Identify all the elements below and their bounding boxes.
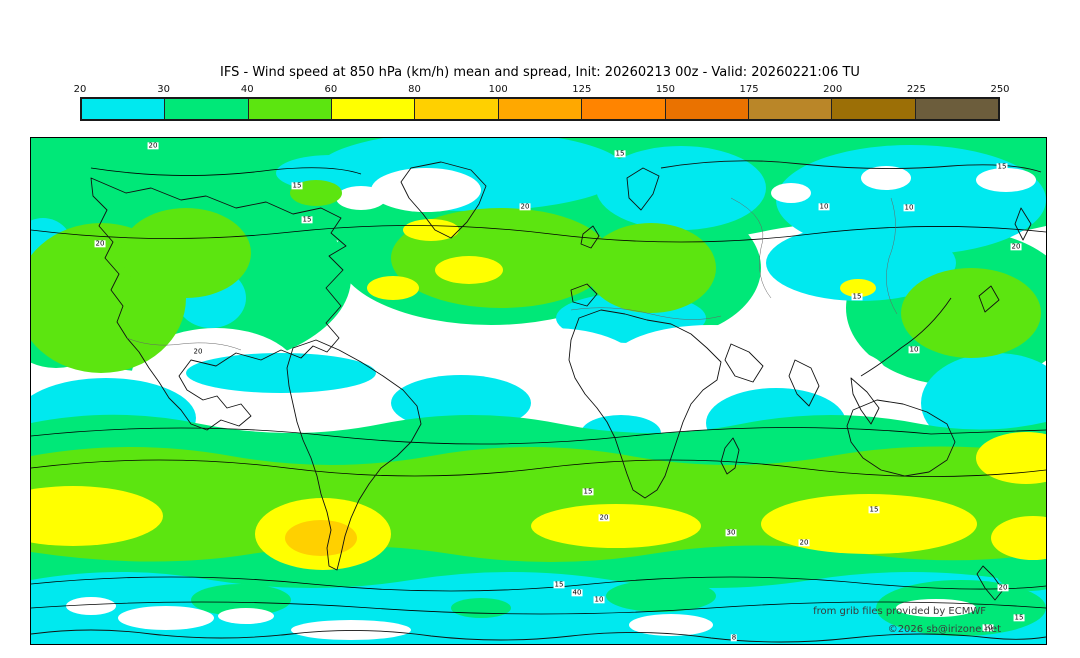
colorbar-tick: 40 bbox=[240, 84, 254, 95]
colorbar-segment bbox=[831, 99, 915, 119]
colorbar-segments bbox=[80, 97, 1000, 121]
colorbar-ticks: 20 30 40 60 80 100 125 150 175 200 225 250 bbox=[74, 84, 1010, 97]
contour-label: 20 bbox=[192, 347, 204, 356]
colorbar-tick: 20 bbox=[73, 84, 87, 95]
coastlines bbox=[31, 160, 1046, 643]
colorbar-tick: 125 bbox=[572, 84, 592, 95]
contour-label: 20 bbox=[519, 202, 531, 211]
colorbar-tick: 30 bbox=[157, 84, 170, 95]
contour-label: 20 bbox=[1010, 242, 1022, 251]
colorbar-segment bbox=[82, 99, 165, 119]
colorbar-tick: 100 bbox=[488, 84, 508, 95]
colorbar-segment bbox=[497, 99, 582, 119]
contour-label: 20 bbox=[997, 583, 1009, 592]
contour-label: 15 bbox=[996, 162, 1008, 171]
attribution-source: from grib files provided by ECMWF bbox=[813, 606, 986, 617]
colorbar-segment bbox=[664, 99, 748, 119]
colorbar-tick: 80 bbox=[408, 84, 421, 95]
contour-label: 15 bbox=[614, 149, 626, 158]
colorbar: 20 30 40 60 80 100 125 150 175 200 225 250 bbox=[74, 84, 1010, 126]
wind-field-map bbox=[31, 138, 1046, 644]
colorbar-tick: 60 bbox=[324, 84, 338, 95]
contour-label: 30 bbox=[725, 528, 737, 537]
contour-label: 15 bbox=[868, 505, 880, 514]
contour-label: 10 bbox=[818, 202, 830, 211]
contour-label: 15 bbox=[1013, 613, 1025, 622]
contour-label: 20 bbox=[598, 513, 610, 522]
contour-label: 20 bbox=[147, 141, 159, 150]
colorbar-segment bbox=[247, 99, 332, 119]
contour-label: 15 bbox=[582, 487, 594, 496]
contour-label: 10 bbox=[982, 623, 994, 632]
contour-label: 40 bbox=[571, 588, 583, 597]
contour-label: 15 bbox=[553, 580, 565, 589]
contour-label: 10 bbox=[903, 203, 915, 212]
contour-label: 20 bbox=[94, 239, 106, 248]
attribution-copyright: ©2026 sb@irizone.net bbox=[887, 624, 1001, 635]
colorbar-segment bbox=[747, 99, 832, 119]
contour-label: 8 bbox=[730, 633, 738, 642]
colorbar-tick: 225 bbox=[906, 84, 926, 95]
colorbar-segment bbox=[331, 99, 415, 119]
colorbar-segment bbox=[914, 99, 998, 119]
chart-title: IFS - Wind speed at 850 hPa (km/h) mean … bbox=[220, 65, 860, 80]
contour-label: 10 bbox=[908, 345, 920, 354]
colorbar-tick: 200 bbox=[823, 84, 843, 95]
contour-label: 15 bbox=[301, 215, 313, 224]
contour-label: 10 bbox=[593, 595, 605, 604]
colorbar-segment bbox=[164, 99, 248, 119]
colorbar-segment bbox=[581, 99, 665, 119]
colorbar-tick: 250 bbox=[990, 84, 1010, 95]
colorbar-segment bbox=[414, 99, 498, 119]
colorbar-tick: 175 bbox=[739, 84, 759, 95]
contour-label: 20 bbox=[798, 538, 810, 547]
contour-label: 15 bbox=[291, 181, 303, 190]
colorbar-tick: 150 bbox=[655, 84, 675, 95]
contour-label: 15 bbox=[851, 292, 863, 301]
world-wind-map: 20 15 15 20 20 15 20 10 10 15 20 15 10 15 20 30 20 15 15 40… bbox=[30, 137, 1047, 645]
